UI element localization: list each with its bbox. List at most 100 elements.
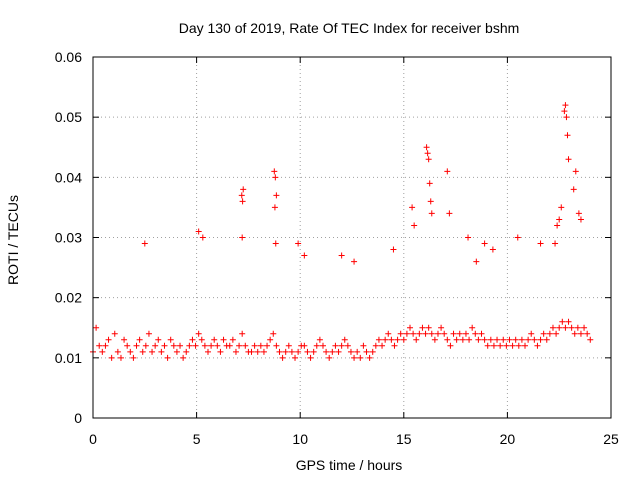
data-point [167,336,174,343]
data-point [419,324,426,331]
data-point [239,330,246,337]
data-point [323,348,330,355]
data-point [285,342,292,349]
data-point [447,342,454,349]
data-point [481,336,488,343]
data-point [531,336,538,343]
data-point [372,342,379,349]
data-point [136,336,143,343]
data-point [242,342,249,349]
y-axis: 0 0.01 0.02 0.03 0.04 0.05 0.06 [55,49,611,426]
data-point [254,348,261,355]
data-point [574,324,581,331]
data-point [351,354,358,361]
data-point [198,336,205,343]
data-point [257,342,264,349]
data-point [108,354,115,361]
data-point [239,198,246,205]
data-point [490,342,497,349]
data-point [369,348,376,355]
data-point [565,318,572,325]
data-point [379,342,386,349]
data-point [341,336,348,343]
data-point [561,108,568,115]
data-point [444,168,451,175]
data-point [304,348,311,355]
data-point [357,354,364,361]
data-point [556,216,563,223]
data-point [413,336,420,343]
data-point [500,336,507,343]
data-point [403,330,410,337]
data-point [572,168,579,175]
data-point [409,204,416,211]
data-point [466,336,473,343]
data-point [93,324,100,331]
x-tick-label: 10 [292,431,308,447]
data-point [570,186,577,193]
data-point [195,330,202,337]
data-point [310,348,317,355]
grid-lines [93,57,611,418]
data-point [475,336,482,343]
data-point [503,342,510,349]
data-point [400,336,407,343]
data-point [288,348,295,355]
data-point [133,342,140,349]
data-point [272,174,279,181]
data-point [271,204,278,211]
y-tick-label: 0.02 [55,290,82,306]
data-point [575,210,582,217]
data-point [199,234,206,241]
data-point [326,354,333,361]
data-point [562,102,569,109]
data-point [130,354,137,361]
data-point [459,336,466,343]
x-tick-label: 25 [603,431,619,447]
data-point [292,354,299,361]
data-point [267,336,274,343]
y-tick-label: 0.01 [55,350,82,366]
data-point [366,354,373,361]
data-point [248,348,255,355]
data-point [279,354,286,361]
data-point [313,342,320,349]
data-point [489,246,496,253]
data-point [434,330,441,337]
data-point [189,336,196,343]
data-point [553,330,560,337]
data-point [192,342,199,349]
data-point [512,336,519,343]
data-point [391,342,398,349]
x-tick-label: 20 [500,431,516,447]
data-point [427,198,434,205]
data-point [537,336,544,343]
data-point [375,336,382,343]
data-point [487,336,494,343]
data-point [260,348,267,355]
data-point [338,252,345,259]
data-point [295,240,302,247]
data-point [453,336,460,343]
y-tick-label: 0.04 [55,169,82,185]
data-point [525,336,532,343]
x-axis: 0 5 10 15 20 25 [89,57,619,447]
data-point [424,150,431,157]
data-point [534,342,541,349]
y-tick-label: 0 [74,410,82,426]
data-point [332,342,339,349]
data-point [360,342,367,349]
data-point [563,114,570,121]
data-point [446,210,453,217]
data-point [438,324,445,331]
data-point [211,336,218,343]
data-point [462,330,469,337]
data-point [251,342,258,349]
data-point [484,342,491,349]
data-point [385,330,392,337]
data-point [276,348,283,355]
data-point [494,336,501,343]
data-point [173,348,180,355]
data-point [411,222,418,229]
data-point [149,348,156,355]
